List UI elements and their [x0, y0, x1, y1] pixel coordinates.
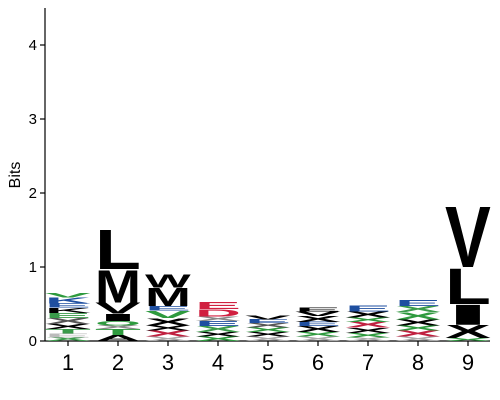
logo-letter: V	[245, 315, 292, 321]
logo-letter: L	[445, 258, 491, 315]
logo-letter: X	[395, 305, 441, 314]
logo-letter: X	[345, 310, 391, 319]
logo-letter: K	[45, 296, 91, 305]
logo-letter: E	[395, 299, 441, 308]
logo-letter: M	[95, 261, 141, 313]
x-tick-label-9: 9	[462, 350, 474, 375]
letter-stacks: XETXXEKEKVATXOIVMLXXXXVEMWXXXEXDEXXXXEVX…	[45, 188, 492, 343]
logo-letter: X	[395, 336, 441, 343]
logo-letter: X	[245, 331, 291, 338]
logo-letter: X	[45, 336, 92, 342]
logo-letter: T	[45, 328, 92, 335]
logo-letter: X	[145, 324, 191, 332]
logo-letter: E	[295, 321, 341, 328]
logo-letter: I	[95, 312, 141, 323]
logo-letter: T	[95, 328, 141, 337]
x-tick-label-8: 8	[412, 350, 424, 375]
logo-letter: X	[345, 332, 391, 339]
logo-letter: X	[145, 316, 191, 327]
logo-letter: V	[445, 188, 491, 286]
logo-letter: X	[245, 336, 291, 343]
logo-letter: X	[395, 329, 441, 338]
y-tick-label: 4	[29, 37, 37, 54]
logo-letter: X	[445, 337, 492, 342]
y-tick-label: 3	[29, 111, 37, 128]
logo-letter: X	[395, 324, 441, 332]
logo-letter: X	[45, 317, 91, 326]
logo-letter: X	[195, 331, 241, 338]
logo-letter: X	[295, 331, 341, 338]
logo-letter: W	[145, 271, 191, 292]
x-tick-label-7: 7	[362, 350, 374, 375]
logo-letter: X	[395, 310, 441, 321]
logo-letter: X	[195, 325, 241, 334]
logo-letter: X	[45, 323, 91, 331]
logo-letter: K	[45, 306, 91, 314]
logo-letter: E	[45, 302, 91, 309]
logo-letter: X	[295, 325, 341, 334]
logo-letter: O	[95, 320, 141, 327]
y-axis-label: Bits	[7, 162, 24, 189]
x-tick-label-4: 4	[212, 350, 224, 375]
x-axis: 1 2 3 4 5 6 7 8 9	[45, 340, 490, 375]
x-tick-label-3: 3	[162, 350, 174, 375]
logo-letter: E	[245, 319, 291, 325]
logo-letter: E	[345, 304, 391, 313]
logo-letter: E	[45, 333, 91, 339]
logo-letter: X	[245, 322, 291, 329]
logo-letter: D	[195, 307, 241, 318]
logo-letter: X	[195, 336, 241, 343]
logo-letter: X	[345, 316, 391, 323]
logo-letter: V	[45, 292, 91, 299]
logo-letter: A	[95, 334, 141, 343]
y-tick-label: 2	[29, 185, 37, 202]
logo-letter: X	[295, 336, 341, 343]
logo-letter: E	[195, 320, 241, 328]
logo-letter: V	[145, 309, 191, 320]
y-axis: 0 1 2 3 4	[29, 8, 46, 350]
logo-letter: I	[445, 299, 491, 331]
logo-letter: X	[395, 318, 441, 327]
logo-letter: X	[345, 327, 391, 335]
x-tick-label-5: 5	[262, 350, 274, 375]
logo-letter: X	[345, 336, 392, 342]
logo-letter: X	[295, 315, 341, 324]
logo-letter: L	[95, 219, 141, 282]
y-tick-label: 1	[29, 259, 37, 276]
logo-letter: E	[145, 305, 191, 312]
logo-letter: X	[145, 329, 191, 338]
logo-letter: E	[195, 300, 241, 311]
logo-letter: E	[45, 312, 91, 320]
logo-letter: X	[145, 336, 191, 343]
logo-letter: M	[145, 284, 191, 313]
logo-letter: X	[245, 327, 291, 334]
logo-letter: E	[295, 307, 341, 313]
logo-letter: V	[295, 310, 341, 317]
x-tick-label-1: 1	[62, 350, 74, 375]
x-tick-label-2: 2	[112, 350, 124, 375]
logo-letter: X	[195, 316, 241, 323]
x-tick-label-6: 6	[312, 350, 324, 375]
y-tick-label: 0	[29, 333, 37, 350]
logo-letter: X	[445, 321, 491, 342]
logo-letter: V	[95, 300, 141, 317]
logo-letter: X	[345, 320, 391, 329]
logo-letter: X	[95, 325, 142, 331]
